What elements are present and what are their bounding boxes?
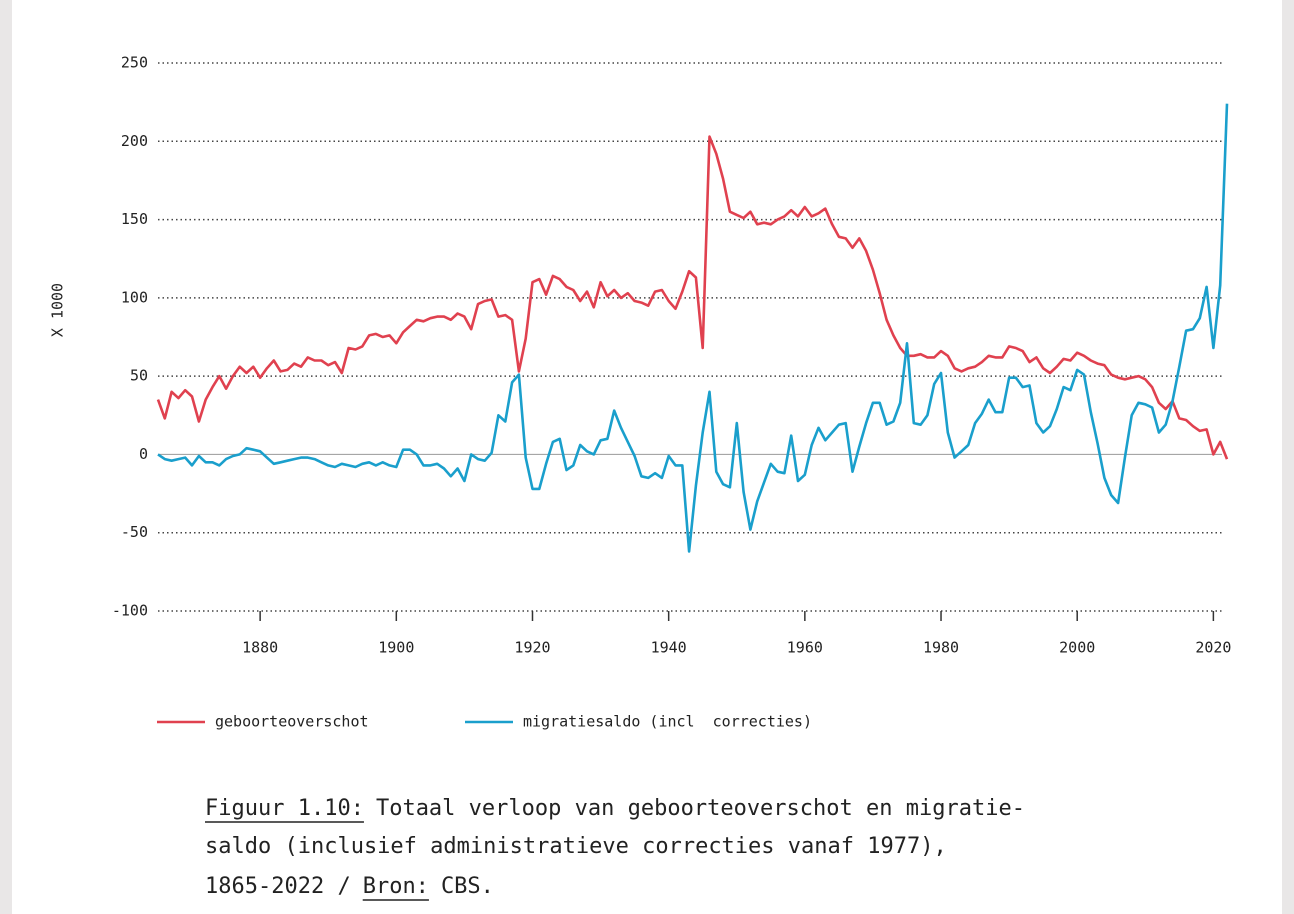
x-tick-label: 2020 bbox=[1195, 639, 1231, 657]
caption-text: saldo (inclusief administratieve correct… bbox=[205, 834, 947, 859]
y-tick-label: -100 bbox=[112, 602, 148, 620]
x-tick-label: 2000 bbox=[1059, 639, 1095, 657]
caption-label: Figuur 1.10: bbox=[205, 796, 364, 821]
line-series bbox=[157, 103, 1229, 553]
x-tick-label: 1980 bbox=[923, 639, 959, 657]
y-tick-label: 0 bbox=[139, 445, 148, 463]
legend-label: geboorteoverschot bbox=[215, 713, 369, 731]
x-tick-label: 1920 bbox=[514, 639, 550, 657]
y-tick-label: 150 bbox=[121, 210, 148, 228]
x-tick-label: 1940 bbox=[651, 639, 687, 657]
y-tick-label: 50 bbox=[130, 367, 148, 385]
x-tick-label: 1960 bbox=[787, 639, 823, 657]
y-tick-label: 200 bbox=[121, 132, 148, 150]
source-label: Bron: bbox=[363, 874, 429, 899]
y-axis-label: X 1000 bbox=[49, 283, 67, 337]
card bbox=[12, 0, 1282, 914]
legend-label: migratiesaldo (incl correcties) bbox=[523, 713, 812, 731]
x-tick-label: 1900 bbox=[378, 639, 414, 657]
y-tick-label: 250 bbox=[121, 54, 148, 72]
source: CBS. bbox=[441, 874, 494, 899]
caption-text: Totaal verloop van geboorteoverschot en … bbox=[376, 796, 1025, 821]
line-series bbox=[156, 135, 1229, 460]
x-tick-label: 1880 bbox=[242, 639, 278, 657]
y-tick-label: 100 bbox=[121, 288, 148, 306]
y-tick-label: -50 bbox=[121, 523, 148, 541]
caption-text: 1865-2022 / bbox=[205, 874, 351, 899]
